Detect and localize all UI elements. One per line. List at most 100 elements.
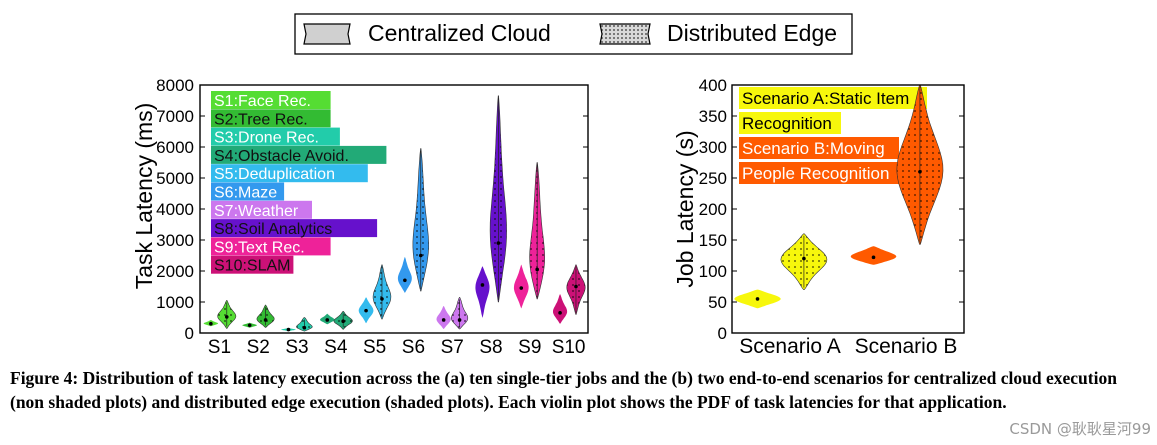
xtick-label: S1 bbox=[208, 337, 231, 358]
app-label: S5:Deduplication bbox=[214, 166, 335, 183]
xtick-label: S9 bbox=[518, 337, 541, 358]
scenario-label-box bbox=[739, 137, 899, 159]
violin-cloud-Scenario B bbox=[850, 246, 897, 265]
ytick-label: 6000 bbox=[156, 138, 194, 157]
violin-cloud-S7 bbox=[436, 306, 451, 329]
violin-edge-S7 bbox=[450, 297, 469, 330]
violin-edge-Scenario A bbox=[780, 233, 828, 290]
median-dot-edge-S5 bbox=[380, 297, 384, 301]
app-label: S3:Drone Rec. bbox=[214, 130, 319, 147]
xtick-label: S6 bbox=[402, 337, 425, 358]
violin-edge-Scenario B bbox=[896, 84, 944, 245]
median-dot-edge-S7 bbox=[457, 318, 462, 322]
legend-frame bbox=[294, 13, 853, 55]
panel-a-frame bbox=[199, 84, 589, 334]
app-label-box bbox=[211, 237, 331, 256]
median-dot-cloud-S4 bbox=[325, 318, 330, 322]
app-label-box bbox=[211, 145, 387, 164]
ytick-label: 150 bbox=[699, 231, 727, 250]
ytick-label: 0 bbox=[185, 324, 194, 343]
app-label-box bbox=[211, 91, 331, 109]
app-label-box bbox=[211, 164, 368, 183]
scenario-label: Recognition bbox=[742, 114, 832, 133]
xtick-label: S2 bbox=[247, 337, 270, 358]
ytick-label: 350 bbox=[699, 107, 727, 126]
median-dot-edge-S9 bbox=[535, 267, 539, 272]
violin-cloud-S6 bbox=[397, 257, 412, 293]
median-dot-cloud-S1 bbox=[209, 321, 213, 326]
median-dot-cloud-S2 bbox=[247, 323, 252, 328]
figure: Centralized Cloud Distributed Edge Task … bbox=[131, 13, 965, 358]
xtick-label: S4 bbox=[324, 337, 348, 358]
violin-edge-S10 bbox=[566, 264, 586, 315]
median-dot-edge-S1 bbox=[224, 315, 229, 319]
violin-edge-S8 bbox=[489, 95, 507, 303]
ytick-label: 250 bbox=[699, 169, 727, 188]
app-label: S4:Obstacle Avoid. bbox=[214, 148, 349, 165]
ytick-label: 8000 bbox=[156, 76, 194, 95]
xtick-label: S10 bbox=[552, 337, 586, 358]
violin-edge-S3 bbox=[296, 317, 313, 332]
violin-edge-S1 bbox=[217, 300, 237, 329]
watermark: CSDN @耿耿星河99 bbox=[1009, 420, 1151, 438]
app-label: S2:Tree Rec. bbox=[214, 111, 308, 128]
median-dot-edge-S4 bbox=[341, 319, 345, 324]
app-label: S1:Face Rec. bbox=[214, 93, 311, 110]
legend-edge-swatch bbox=[599, 23, 651, 45]
legend: Centralized Cloud Distributed Edge bbox=[294, 13, 853, 55]
median-dot-edge-S3 bbox=[302, 325, 307, 330]
scenario-label-box bbox=[739, 87, 927, 109]
violin-cloud-S10 bbox=[553, 294, 568, 324]
xtick-label: S7 bbox=[441, 337, 464, 358]
ytick-label: 5000 bbox=[156, 169, 194, 188]
legend-cloud-swatch bbox=[303, 23, 351, 45]
app-label-box bbox=[211, 219, 378, 238]
ytick-label: 400 bbox=[699, 76, 727, 95]
app-label-box bbox=[211, 109, 331, 128]
median-dot-edge-S2 bbox=[263, 318, 268, 322]
median-dot-cloud-Scenario A bbox=[755, 297, 760, 301]
median-dot-edge-Scenario B bbox=[918, 170, 922, 174]
legend-edge-label: Distributed Edge bbox=[667, 20, 837, 46]
app-label: S8:Soil Analytics bbox=[214, 221, 332, 238]
ytick-label: 3000 bbox=[156, 231, 194, 250]
app-label-box bbox=[211, 127, 340, 146]
xtick-label: S5 bbox=[363, 337, 386, 358]
scenario-label: People Recognition bbox=[742, 164, 889, 183]
median-dot-cloud-S8 bbox=[480, 283, 485, 287]
ytick-label: 7000 bbox=[156, 107, 194, 126]
ytick-label: 1000 bbox=[156, 293, 194, 312]
median-dot-cloud-S9 bbox=[519, 286, 524, 290]
median-dot-edge-S8 bbox=[496, 241, 501, 245]
app-label: S10:SLAM bbox=[214, 258, 290, 275]
legend-cloud-label: Centralized Cloud bbox=[368, 20, 551, 46]
median-dot-cloud-S5 bbox=[364, 308, 368, 313]
scenario-label: Scenario A:Static Item bbox=[742, 89, 909, 108]
ytick-label: 0 bbox=[718, 324, 727, 343]
scenario-label-box bbox=[739, 112, 841, 134]
median-dot-cloud-S7 bbox=[441, 318, 446, 322]
median-dot-edge-S6 bbox=[418, 253, 423, 258]
panel-b: Job Latency (s) 0 50 100 150 200 250 300 350 400… bbox=[672, 76, 965, 358]
app-label-box bbox=[211, 255, 294, 274]
app-label: S6:Maze bbox=[214, 185, 277, 202]
violin-edge-S5 bbox=[372, 264, 392, 320]
figure-caption: Figure 4: Distribution of task latency e… bbox=[10, 368, 1117, 412]
xtick-label: Scenario B bbox=[855, 335, 958, 358]
scenario-label: Scenario B:Moving bbox=[742, 139, 885, 158]
median-dot-cloud-S3 bbox=[286, 327, 291, 332]
violin-edge-S6 bbox=[412, 148, 430, 292]
xtick-label: S3 bbox=[285, 337, 308, 358]
violin-edge-S4 bbox=[333, 311, 353, 330]
median-dot-edge-Scenario A bbox=[802, 256, 806, 261]
violin-edge-S9 bbox=[529, 162, 546, 300]
ytick-label: 4000 bbox=[156, 200, 194, 219]
app-label-box bbox=[211, 200, 312, 219]
ytick-label: 50 bbox=[708, 293, 727, 312]
violin-edge-S2 bbox=[256, 304, 275, 328]
median-dot-cloud-Scenario B bbox=[871, 255, 876, 260]
scenario-label-box bbox=[739, 162, 901, 184]
ytick-label: 200 bbox=[699, 200, 727, 219]
ytick-label: 2000 bbox=[156, 262, 194, 281]
ytick-label: 300 bbox=[699, 138, 727, 157]
